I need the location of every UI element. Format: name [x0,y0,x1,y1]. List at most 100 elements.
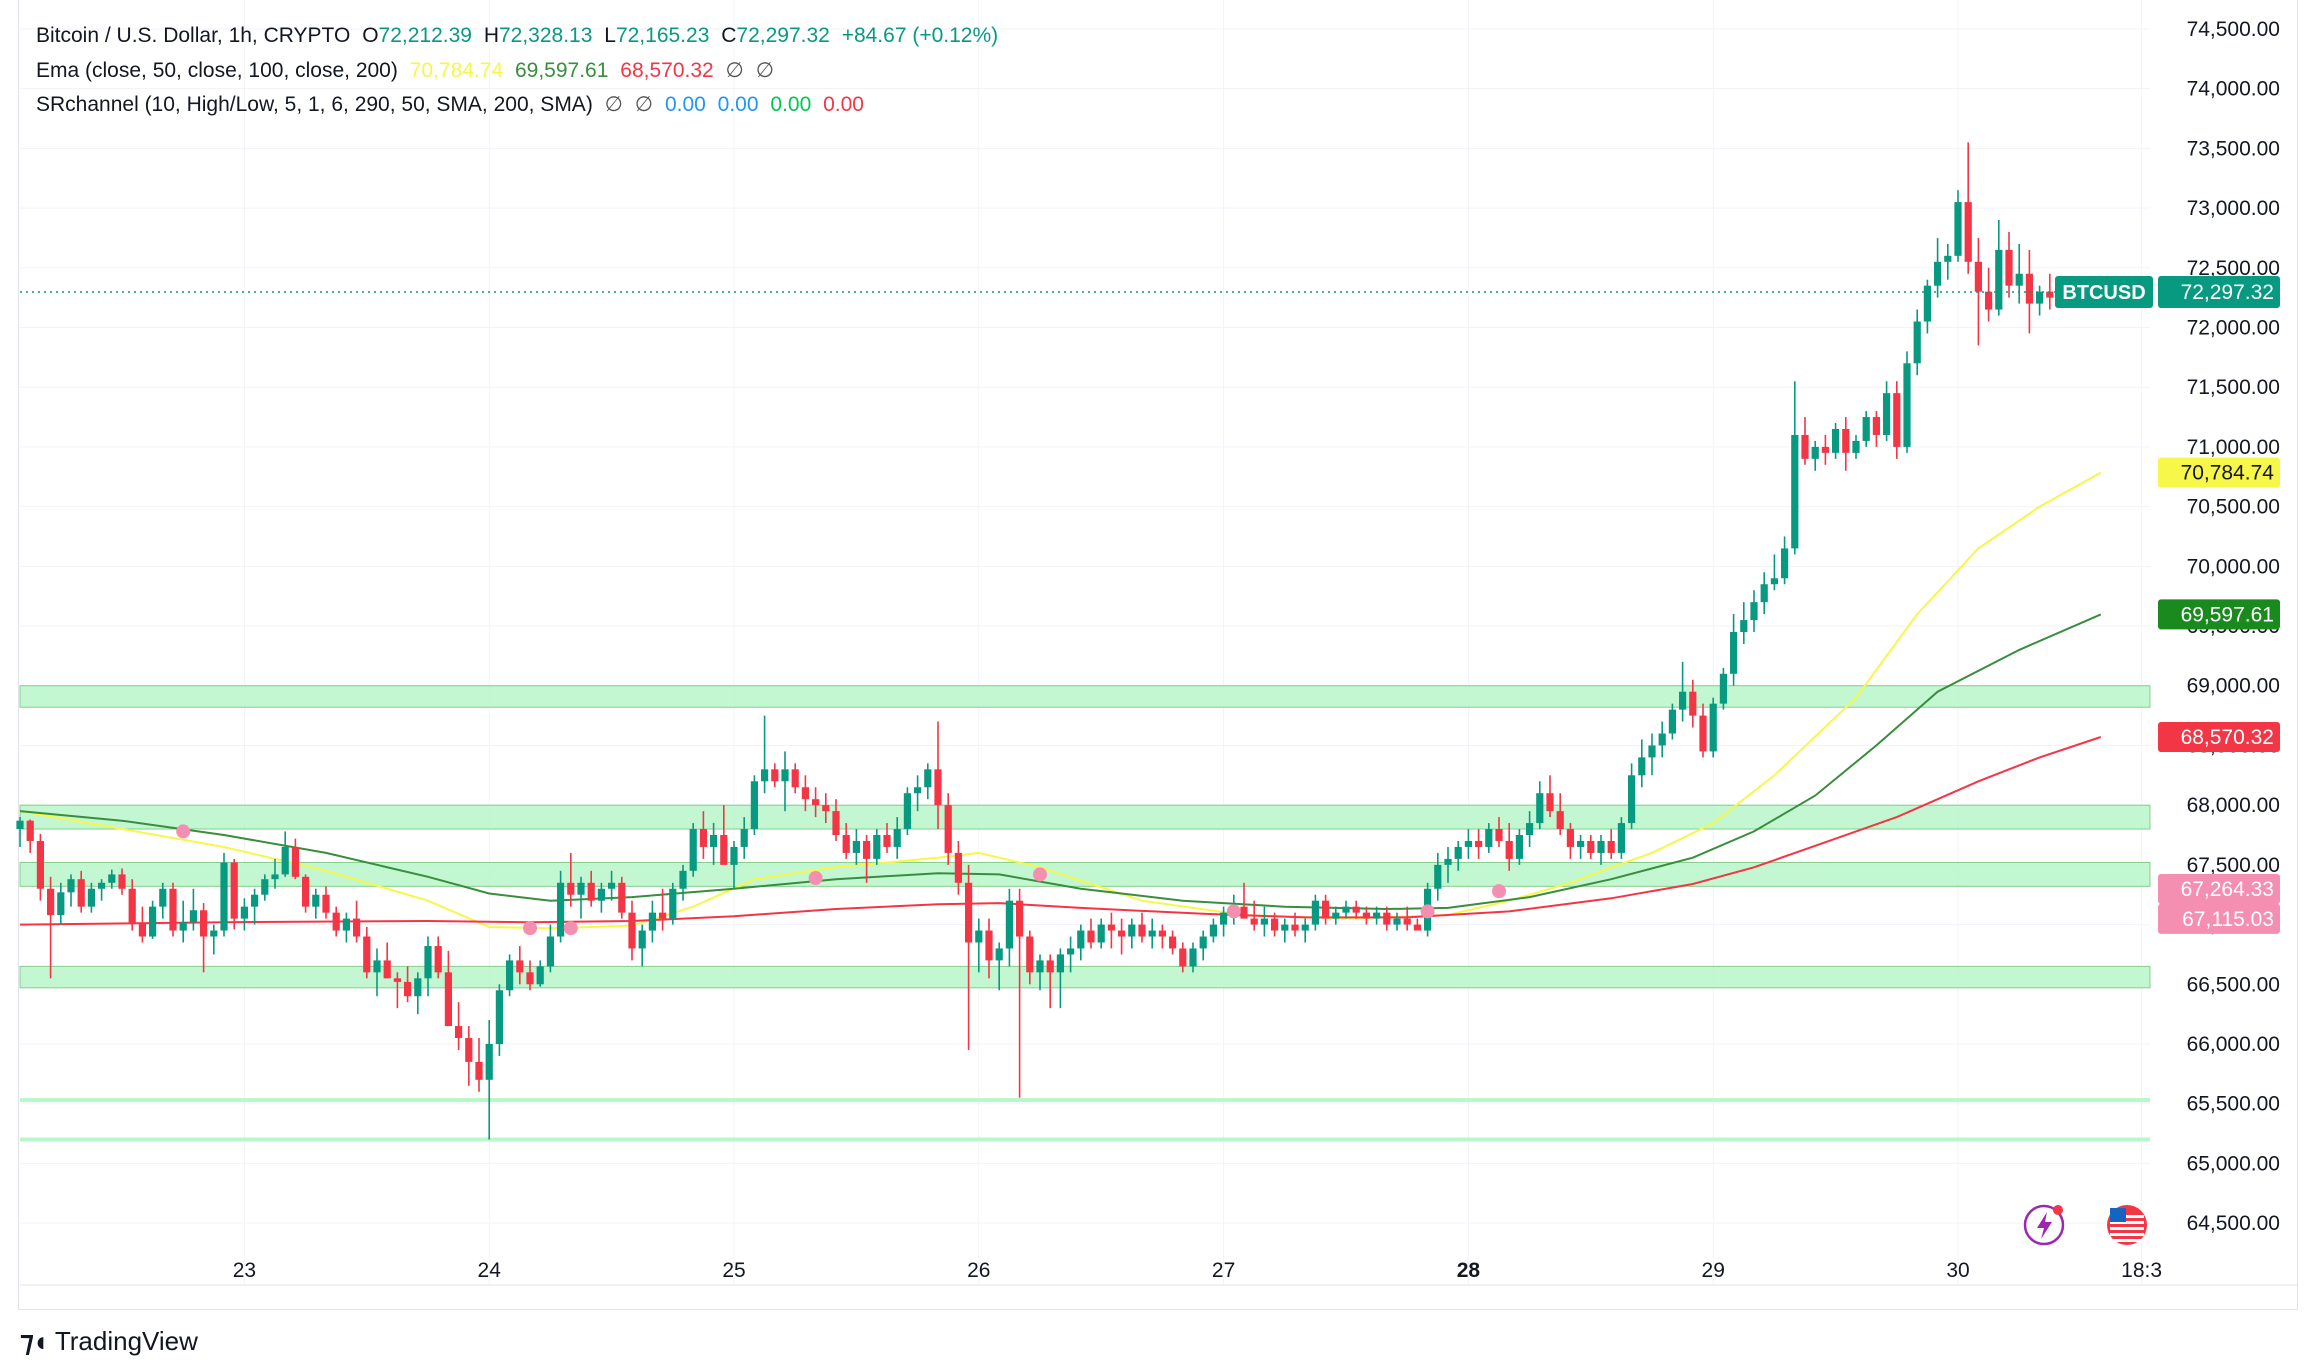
sr-zone [19,685,2151,708]
sr-line [20,1098,2150,1103]
candle-body [1128,924,1136,937]
candle-body [975,930,983,943]
candle-body [36,840,44,889]
candle-body [240,906,248,919]
open-label: O [362,24,379,47]
candle-body [965,882,973,943]
brand-name: TradingView [54,1326,198,1356]
pivot-point [176,824,191,839]
candle-body [944,805,952,853]
candle-body [1842,428,1850,453]
candle-body [1158,930,1166,937]
low-value: 72,165.23 [615,24,710,47]
lightning-icon[interactable] [2023,1204,2065,1246]
high-value: 72,328.13 [498,24,593,47]
candle-body [557,882,565,937]
ema100-line [19,613,2102,911]
pivot-point [523,921,537,936]
candle-body [189,910,197,923]
tradingview-brand[interactable]: ⁊◖ TradingView [20,1325,198,1358]
last-price-text: 72,297.32 [2181,281,2274,304]
candle-body [1617,823,1625,853]
y-tick-label: 71,000.00 [2187,436,2280,459]
pivot-point [563,921,578,936]
candle-body [1107,924,1115,931]
candle-body [128,888,136,924]
candle-body [1505,840,1513,859]
pivot-point [1033,867,1047,882]
candle-body [863,840,871,859]
candle-body [414,978,422,997]
ema50-line [19,471,2102,930]
candle-body [659,912,667,919]
flag-icon-canton [2110,1208,2126,1222]
candle-body [169,888,177,931]
sr-value-4: 0.00 [823,93,864,116]
candle-body [1730,632,1738,674]
high-label: H [483,24,499,47]
candle-body [1923,285,1931,322]
ema-legend[interactable]: Ema (close, 50, close, 100, close, 200) … [36,58,780,83]
candle-body [567,882,575,895]
candle-body [118,874,126,889]
candle-body [1566,829,1574,847]
lightning-icon-bolt [2037,1212,2052,1239]
candle-body [914,787,922,794]
candle-body [710,835,718,847]
candle-body [1852,440,1860,453]
ema200-line [19,736,2102,926]
symbol-tag [2055,275,2153,308]
y-tick-label: 66,500.00 [2187,973,2280,996]
candle-body [322,894,330,913]
sr-zone [19,804,2151,830]
candle-body [1240,906,1248,919]
sr-line [20,1137,2150,1142]
sr-value-2: 0.00 [717,93,759,116]
candle-body [2036,291,2044,304]
candle-body [1872,417,1880,435]
candle-body [1934,261,1942,286]
symbol-title: Bitcoin / U.S. Dollar, 1h, CRYPTO [36,24,351,47]
price-tag-text: 67,264.33 [2181,878,2274,901]
candle-body [873,835,881,859]
candle-body [1515,835,1523,859]
candle-body [271,874,279,880]
candle-body [1383,912,1391,925]
candle-body [934,769,942,806]
chart-frame [18,0,2298,1310]
candle-body [373,960,381,973]
symbol-legend[interactable]: Bitcoin / U.S. Dollar, 1h, CRYPTO O72,21… [36,24,1004,48]
candle-body [1067,948,1075,955]
candle-body [138,923,146,937]
price-chart[interactable]: 74,500.00 74,000.00 73,500.00 73,000.00 72,5… [0,0,2308,1310]
candle-body [822,805,830,812]
candle-body [750,781,758,830]
candle-body [740,829,748,847]
close-label: C [721,24,737,47]
candle-body [689,829,697,871]
candle-body [342,918,350,931]
x-tick-label: 30 [1946,1259,1969,1282]
candle-body [1699,715,1707,752]
candle-body [1821,446,1829,453]
candle-body [1587,840,1595,853]
candle-body [1750,602,1758,621]
candle-body [1189,948,1197,967]
candle-body [1475,840,1483,847]
candle-body [485,1043,493,1080]
candle-body [1536,793,1544,824]
x-tick-label: 28 [1457,1259,1481,1282]
candle-body [1862,417,1870,441]
candle-body [98,882,106,889]
candle-body [1026,936,1034,973]
candle-body [1628,775,1636,824]
sr-zone [19,861,2151,887]
srchannel-legend[interactable]: SRchannel (10, High/Low, 5, 1, 6, 290, 5… [36,92,870,117]
flag-icon[interactable] [2107,1205,2147,1245]
candle-body [1638,757,1646,776]
candle-body [883,835,891,847]
y-tick-label: 65,000.00 [2187,1152,2280,1175]
candle-body [200,910,208,937]
y-tick-label: 70,500.00 [2187,496,2280,519]
candle-body [2025,273,2033,304]
